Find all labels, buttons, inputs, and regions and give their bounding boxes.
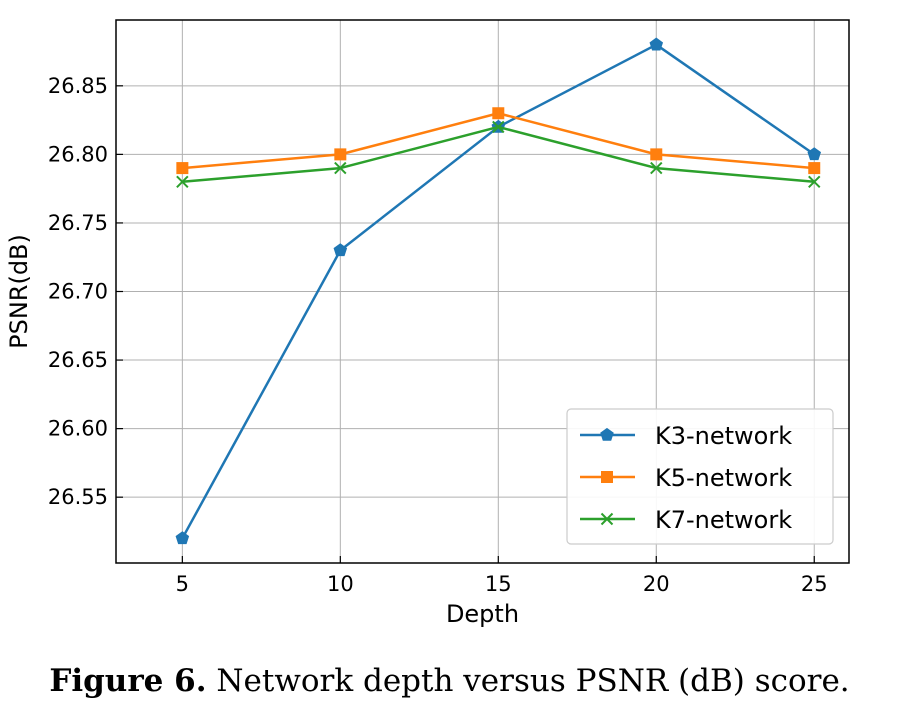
caption-text: Network depth versus PSNR (dB) score. <box>206 663 850 699</box>
legend: K3-network K5-network K7-network <box>566 408 834 545</box>
data-point-k3-network <box>175 531 190 545</box>
legend-marker-k5-network <box>601 471 613 483</box>
caption-label: Figure 6. <box>49 663 207 699</box>
x-tick-label: 5 <box>176 572 189 596</box>
y-axis-label: PSNR(dB) <box>5 234 33 349</box>
y-tick-label: 26.80 <box>48 142 108 166</box>
data-point-k7-network <box>650 161 663 175</box>
x-tick-label: 25 <box>801 572 828 596</box>
data-point-k5-network <box>492 107 505 120</box>
legend-box <box>566 408 834 545</box>
x-tick-label: 15 <box>485 572 512 596</box>
x-tick-label: 20 <box>643 572 670 596</box>
data-point-k5-network <box>808 162 821 175</box>
y-tick-label: 26.55 <box>48 485 108 509</box>
data-point-k5-network <box>176 162 189 175</box>
data-point-k3-network <box>649 37 664 51</box>
data-point-k7-network <box>176 175 189 189</box>
legend-marker-k7-network <box>600 512 614 526</box>
data-point-k7-network <box>492 120 505 134</box>
series-k5-network <box>176 107 821 175</box>
y-tick-label: 26.70 <box>48 280 108 304</box>
series-k7-network <box>176 120 821 189</box>
legend-label-k3-network: K3-network <box>655 422 792 450</box>
x-axis-label: Depth <box>446 600 519 628</box>
legend-label-k5-network: K5-network <box>655 464 792 492</box>
axis-ticks: 5 10 15 20 25 26.55 26.60 26.65 26.70 26.75 26.80 2… <box>48 74 828 596</box>
psnr-depth-chart: 5 10 15 20 25 26.55 26.60 26.65 26.70 26.75 26.80 2… <box>5 19 850 628</box>
x-tick-label: 10 <box>327 572 354 596</box>
data-point-k7-network <box>334 161 347 175</box>
data-point-k3-network <box>333 243 348 257</box>
data-point-k5-network <box>650 148 663 161</box>
y-tick-label: 26.75 <box>48 211 108 235</box>
data-point-k3-network <box>807 147 822 161</box>
figure-caption: Figure 6. Network depth versus PSNR (dB)… <box>0 663 899 699</box>
y-tick-label: 26.60 <box>48 417 108 441</box>
y-tick-label: 26.85 <box>48 74 108 98</box>
y-tick-label: 26.65 <box>48 348 108 372</box>
data-point-k5-network <box>334 148 347 161</box>
series-layer <box>175 37 822 545</box>
data-point-k7-network <box>808 175 821 189</box>
legend-label-k7-network: K7-network <box>655 506 792 534</box>
legend-marker-k3-network <box>600 427 614 441</box>
